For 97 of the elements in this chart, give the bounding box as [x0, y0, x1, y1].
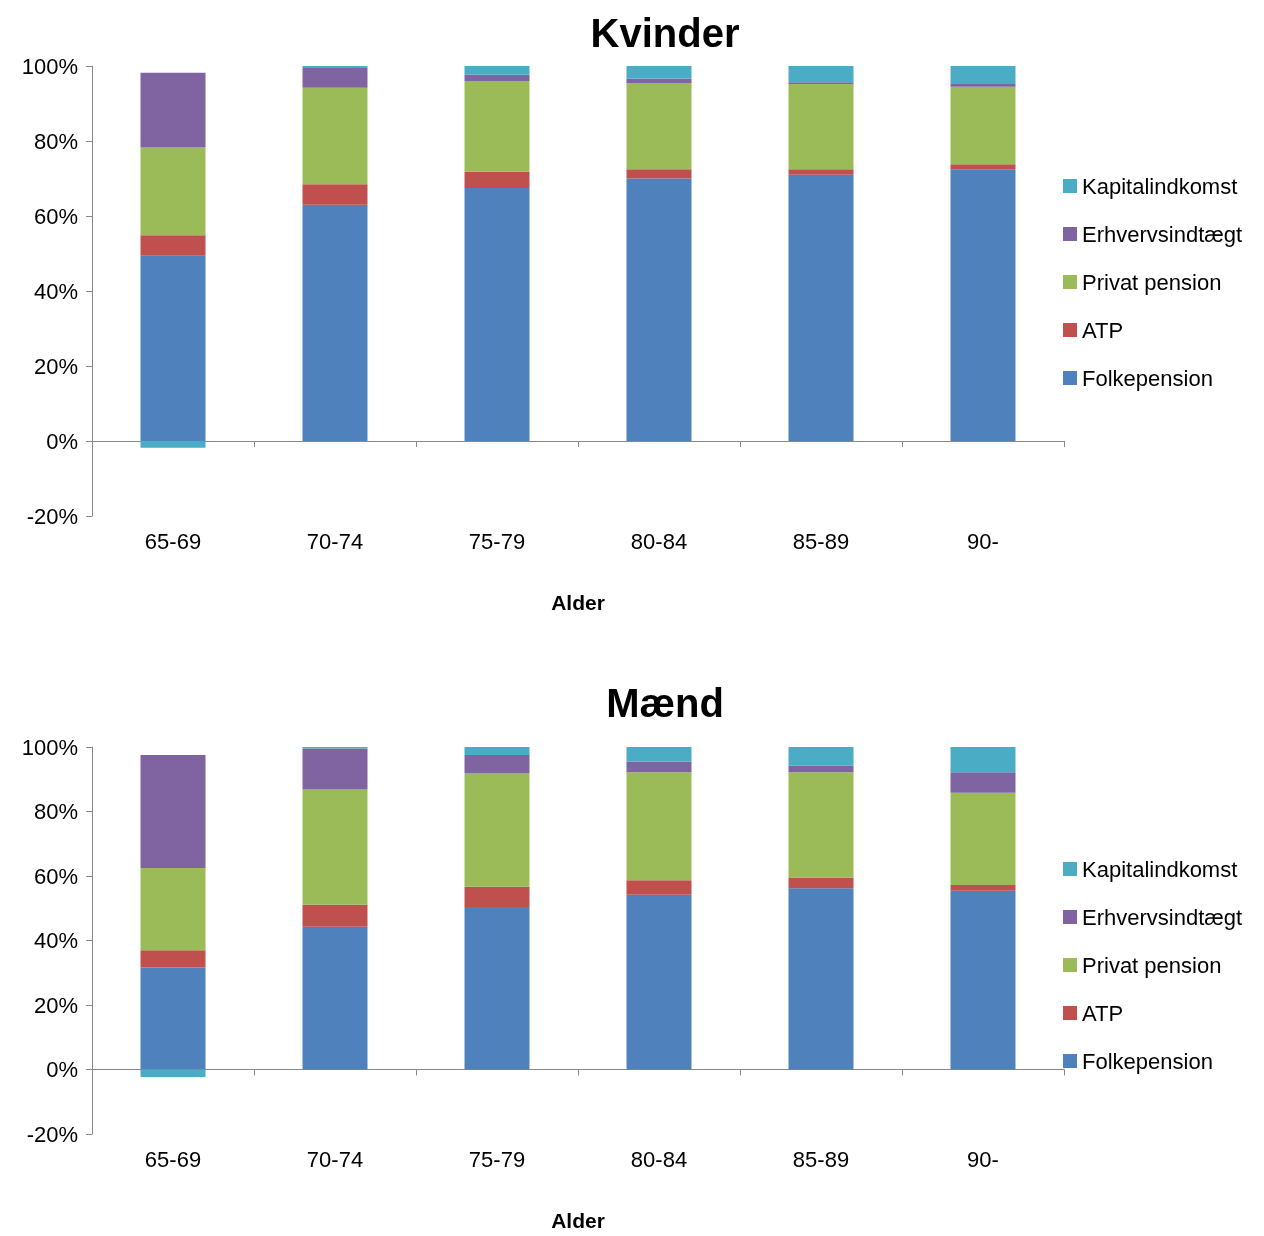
y-tick-label: 60% — [33, 863, 78, 889]
y-tick-label: 80% — [33, 799, 78, 824]
bar — [626, 880, 692, 895]
bar — [626, 169, 692, 179]
x-tick-label: 75-79 — [468, 1146, 526, 1172]
bar — [788, 772, 854, 878]
y-tick-label: 100% — [21, 53, 78, 79]
bar — [464, 187, 530, 441]
bar — [140, 441, 206, 448]
bar — [464, 755, 530, 774]
legend-label: ATP — [1082, 317, 1124, 343]
legend-label: Privat pension — [1082, 269, 1222, 295]
bar — [950, 169, 1016, 441]
bar — [140, 967, 206, 1070]
bar — [464, 747, 530, 756]
y-tick-label: 60% — [33, 203, 78, 229]
bar — [950, 747, 1016, 773]
bar — [950, 86, 1016, 165]
bar — [302, 926, 368, 1070]
x-tick-label: 85-89 — [792, 528, 850, 554]
x-axis-title: Alder — [551, 591, 605, 614]
y-tick-label: 0% — [46, 1057, 78, 1082]
bar — [788, 888, 854, 1070]
y-tick-label: 80% — [33, 128, 78, 154]
bar — [788, 84, 854, 170]
x-tick-label: 70-74 — [306, 1146, 364, 1172]
bar — [626, 772, 692, 881]
x-tick-label: 90- — [967, 528, 999, 554]
x-tick-label: 70-74 — [306, 528, 364, 554]
legend-label: Erhvervsindtægt — [1082, 221, 1243, 247]
legend-label: Folkepension — [1082, 1048, 1213, 1074]
x-tick-label: 80-84 — [630, 1146, 688, 1172]
bar — [950, 890, 1016, 1070]
bar — [140, 255, 206, 441]
bar — [626, 66, 692, 79]
bar — [464, 171, 530, 188]
legend-label: Privat pension — [1082, 952, 1222, 978]
chart-title: Mænd — [606, 681, 724, 725]
bar — [140, 950, 206, 968]
bar — [464, 74, 530, 81]
bar — [950, 772, 1016, 793]
bar — [626, 894, 692, 1070]
y-tick-label: 20% — [33, 992, 78, 1018]
bar — [464, 66, 530, 75]
bar — [302, 67, 368, 88]
bar — [626, 178, 692, 441]
legend-label: Kapitalindkomst — [1082, 856, 1238, 882]
bar — [788, 747, 854, 766]
y-tick-label: 20% — [33, 353, 78, 379]
bar — [302, 789, 368, 905]
y-tick-label: 40% — [33, 278, 78, 304]
bar — [626, 82, 692, 170]
bar — [464, 81, 530, 172]
bar — [626, 78, 692, 83]
bar — [140, 235, 206, 256]
bar — [140, 72, 206, 148]
bar — [464, 906, 530, 1070]
y-tick-label: -20% — [26, 503, 78, 529]
x-tick-label: 65-69 — [144, 1146, 202, 1172]
bar — [140, 147, 206, 236]
bar — [302, 204, 368, 441]
legend-label: ATP — [1082, 1000, 1124, 1026]
y-tick-label: 40% — [33, 928, 78, 953]
bar — [950, 792, 1016, 886]
bar — [464, 773, 530, 887]
bar — [302, 904, 368, 927]
y-tick-label: 100% — [21, 734, 78, 760]
bar — [302, 184, 368, 205]
bar — [788, 169, 854, 175]
x-axis-title: Alder — [551, 1209, 605, 1232]
x-tick-label: 80-84 — [630, 528, 688, 554]
bar — [626, 747, 692, 762]
bar — [140, 1069, 206, 1077]
bar — [950, 164, 1016, 170]
x-tick-label: 90- — [967, 1146, 999, 1172]
x-tick-label: 65-69 — [144, 528, 202, 554]
bar — [950, 885, 1016, 891]
bar — [788, 765, 854, 773]
chart-title: Kvinder — [590, 11, 740, 55]
bar — [140, 867, 206, 951]
legend-label: Kapitalindkomst — [1082, 173, 1238, 199]
bar — [302, 87, 368, 185]
bar — [950, 66, 1016, 84]
bar — [302, 748, 368, 790]
bar — [626, 761, 692, 773]
bar — [140, 755, 206, 868]
y-tick-label: 0% — [46, 428, 78, 454]
bar — [464, 886, 530, 907]
legend-label: Folkepension — [1082, 365, 1213, 391]
x-tick-label: 75-79 — [468, 528, 526, 554]
bar — [788, 174, 854, 441]
y-tick-label: -20% — [26, 1121, 78, 1147]
legend-label: Erhvervsindtægt — [1082, 904, 1243, 930]
bar — [788, 877, 854, 889]
bar — [788, 66, 854, 83]
x-tick-label: 85-89 — [792, 1146, 850, 1172]
bar — [950, 84, 1016, 87]
